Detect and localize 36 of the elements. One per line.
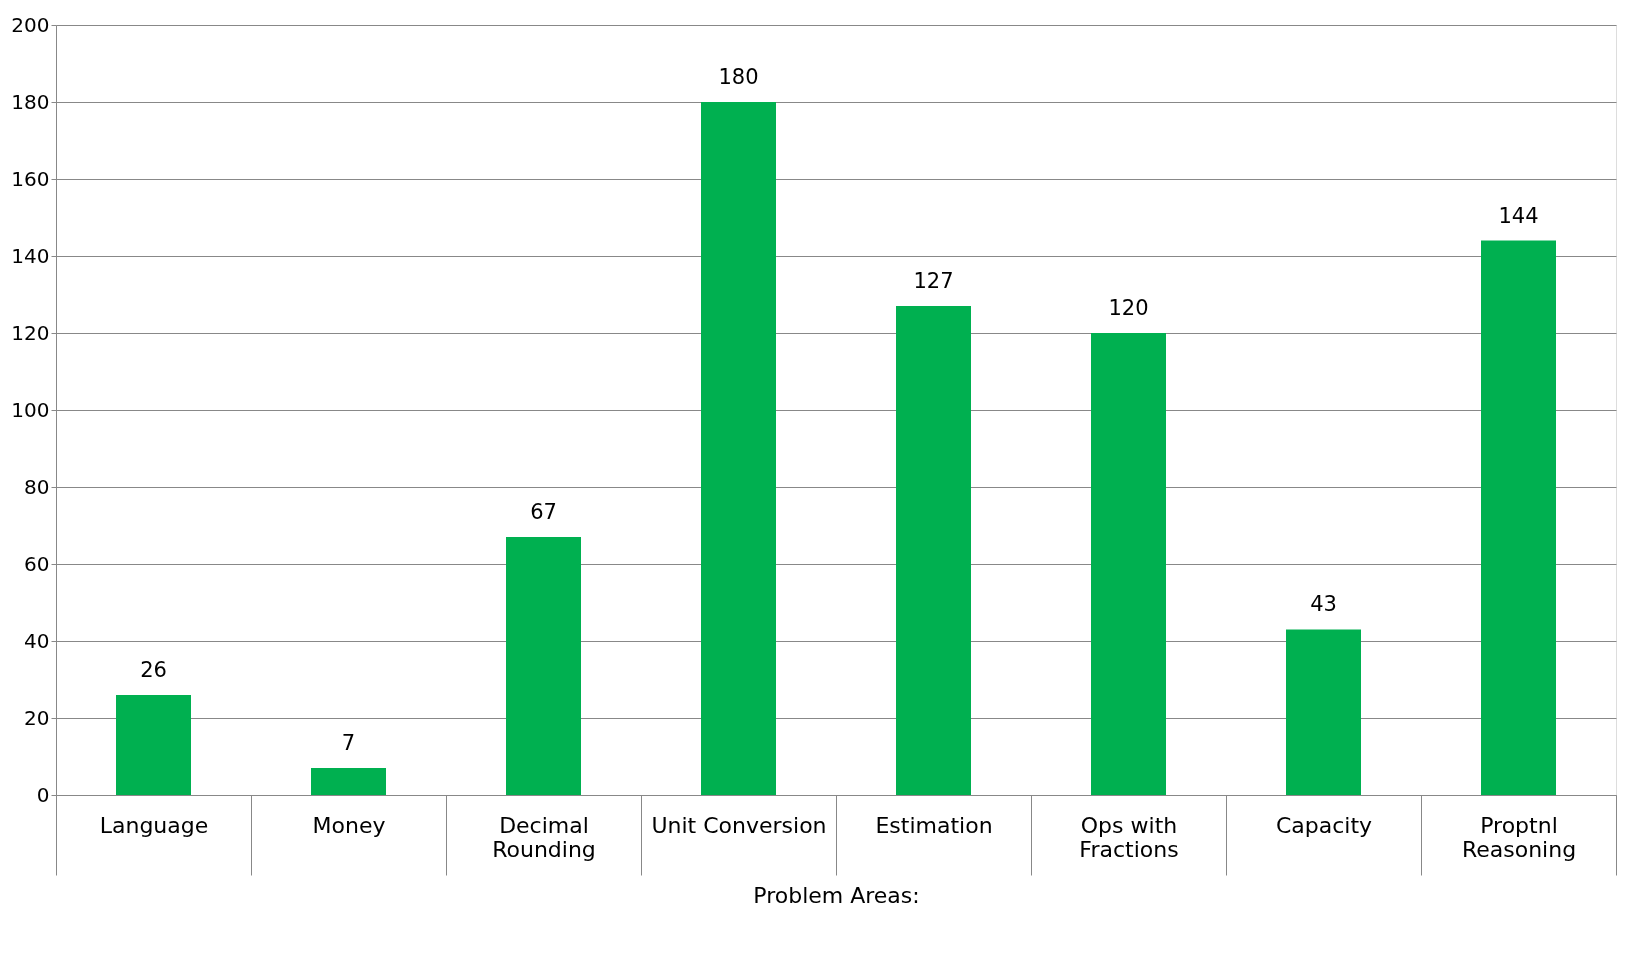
bar [896,306,971,795]
x-tick-label: Unit Conversion [651,812,827,838]
y-tick-label: 200 [11,12,50,37]
y-tick-label: 100 [11,397,50,422]
x-axis-title: Problem Areas: [753,883,920,908]
bar [116,694,191,795]
bar [1481,240,1556,795]
x-tick-label: Proptnl Reasoning [1461,812,1577,862]
data-label: 144 [1498,203,1539,228]
x-tick-label: Language [99,812,209,838]
x-tick-label: Decimal Rounding [492,812,596,862]
y-tick-label: 20 [24,705,50,730]
x-tick-label: Capacity [1275,812,1373,838]
y-tick-label: 180 [11,89,50,114]
data-label: 120 [1108,296,1149,320]
bar [1091,333,1166,795]
y-tick-label: 140 [11,243,50,268]
data-label: 67 [530,500,557,525]
x-tick-label: Ops with Fractions [1079,812,1179,862]
y-tick-label: 0 [36,782,50,807]
data-label: 7 [341,731,356,756]
x-tick-label: Money [312,812,386,838]
data-label: 180 [718,65,759,89]
y-tick-label: 120 [11,320,50,345]
data-label: 43 [1310,592,1337,617]
x-tick-label: Estimation [875,812,993,838]
bar [311,768,386,795]
data-label: 127 [913,269,954,294]
data-label: 26 [140,657,167,682]
y-tick-label: 80 [24,474,50,499]
y-tick-label: 160 [11,166,50,191]
y-tick-label: 60 [24,551,50,576]
bar [1286,629,1361,795]
y-tick-label: 40 [24,628,50,653]
bar [506,537,581,795]
bar [701,102,776,795]
